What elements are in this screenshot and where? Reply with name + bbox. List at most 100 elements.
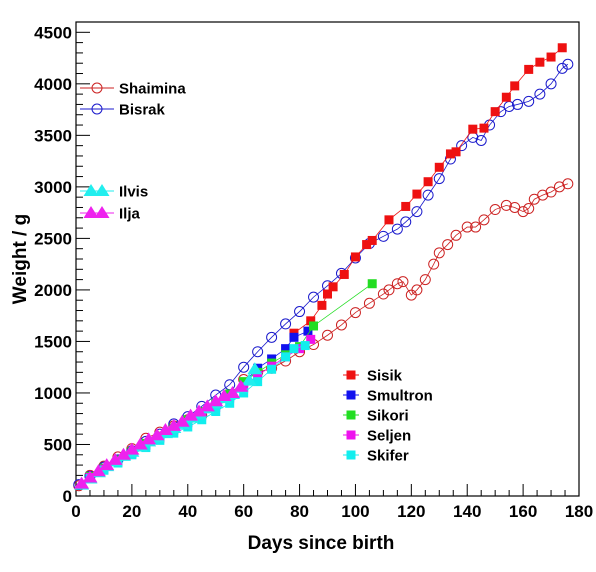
- data-point: [377, 230, 389, 242]
- data-point: [461, 221, 473, 233]
- legend-label: Ilja: [119, 206, 141, 223]
- data-point: [450, 229, 462, 241]
- data-point: [199, 399, 215, 412]
- data-point: [294, 306, 306, 318]
- data-point: [556, 62, 568, 74]
- data-point: [253, 370, 263, 380]
- legend-label: Sikori: [367, 408, 409, 425]
- data-point: [451, 147, 461, 157]
- data-point: [266, 331, 278, 343]
- data-point: [306, 334, 316, 344]
- legend-marker: [91, 82, 103, 94]
- data-point: [489, 204, 501, 216]
- data-point: [216, 389, 232, 402]
- y-tick-label: 1500: [34, 332, 72, 351]
- data-point: [434, 162, 444, 172]
- legend-marker: [83, 184, 99, 196]
- data-point: [433, 173, 445, 185]
- y-axis-label: Weight / g: [10, 214, 31, 304]
- legend-entry: Bisrak: [80, 102, 166, 119]
- series-ilvis: [74, 362, 263, 490]
- x-tick-label: 160: [509, 502, 537, 521]
- data-point: [546, 52, 556, 62]
- data-point: [183, 408, 199, 421]
- data-point: [323, 289, 332, 299]
- legend-bottom-right: Sisik Smultron Sikori Seljen Skifer: [343, 368, 433, 465]
- data-point: [412, 189, 422, 199]
- data-point: [224, 385, 240, 398]
- data-point: [82, 470, 98, 483]
- data-point: [367, 279, 377, 289]
- data-point: [317, 300, 327, 310]
- data-point: [349, 307, 361, 319]
- data-point: [557, 43, 567, 53]
- data-point: [241, 373, 257, 386]
- data-point: [197, 415, 207, 425]
- data-point: [191, 404, 207, 417]
- data-point: [303, 326, 313, 336]
- data-point: [308, 291, 320, 303]
- legend-marker: [346, 370, 356, 380]
- data-point: [306, 316, 316, 326]
- data-point: [99, 458, 115, 471]
- legend-entry: Sisik: [343, 368, 403, 385]
- legend-marker: [94, 206, 110, 218]
- data-point: [300, 341, 310, 351]
- data-point: [535, 57, 545, 67]
- data-point: [419, 274, 431, 286]
- data-point: [339, 269, 349, 279]
- data-point: [411, 284, 423, 296]
- data-point: [247, 362, 263, 375]
- x-tick-label: 20: [122, 502, 141, 521]
- data-point: [124, 442, 140, 455]
- data-point: [289, 332, 299, 342]
- legend-entry: Skifer: [343, 448, 409, 465]
- data-point: [225, 398, 235, 408]
- data-point: [512, 98, 524, 110]
- legend-label: Smultron: [367, 388, 433, 405]
- data-point: [239, 377, 249, 387]
- data-point: [534, 88, 546, 100]
- legend-entry: Ilja: [80, 206, 141, 223]
- data-point: [523, 95, 535, 107]
- legend-layer: Shaimina Bisrak Ilvis Ilja Sisik Smultron Siko…: [80, 81, 433, 465]
- data-point: [252, 346, 264, 358]
- data-point: [524, 64, 534, 74]
- legend-middle-left: Ilvis Ilja: [80, 184, 148, 223]
- x-tick-label: 40: [178, 502, 197, 521]
- data-point: [362, 240, 372, 250]
- data-point: [253, 377, 263, 387]
- data-point: [422, 189, 434, 201]
- data-point: [478, 214, 490, 226]
- data-point: [267, 364, 277, 374]
- y-tick-label: 3000: [34, 178, 72, 197]
- x-axis-label: Days since birth: [248, 533, 395, 554]
- data-point: [501, 92, 511, 102]
- legend-label: Seljen: [367, 428, 411, 445]
- data-point: [166, 418, 182, 431]
- data-point: [289, 344, 299, 354]
- data-point: [456, 140, 468, 152]
- data-point: [545, 78, 557, 90]
- data-point: [107, 452, 123, 465]
- legend-marker: [346, 390, 356, 400]
- series-bisrak: [73, 58, 574, 491]
- data-point: [116, 447, 132, 460]
- data-point: [562, 58, 574, 70]
- y-tick-label: 0: [63, 487, 72, 506]
- series-ilja: [74, 379, 249, 489]
- data-point: [367, 235, 377, 245]
- data-point: [510, 81, 520, 91]
- legend-label: Sisik: [367, 368, 403, 385]
- data-point: [377, 288, 389, 300]
- series-layer: [73, 43, 574, 492]
- x-tick-label: 0: [71, 502, 80, 521]
- data-point: [391, 223, 403, 235]
- y-tick-label: 3500: [34, 126, 72, 145]
- y-tick-label: 2500: [34, 229, 72, 248]
- data-point: [309, 321, 319, 331]
- x-tick-label: 80: [290, 502, 309, 521]
- data-point: [141, 432, 157, 445]
- data-point: [562, 178, 574, 190]
- data-point: [442, 239, 454, 251]
